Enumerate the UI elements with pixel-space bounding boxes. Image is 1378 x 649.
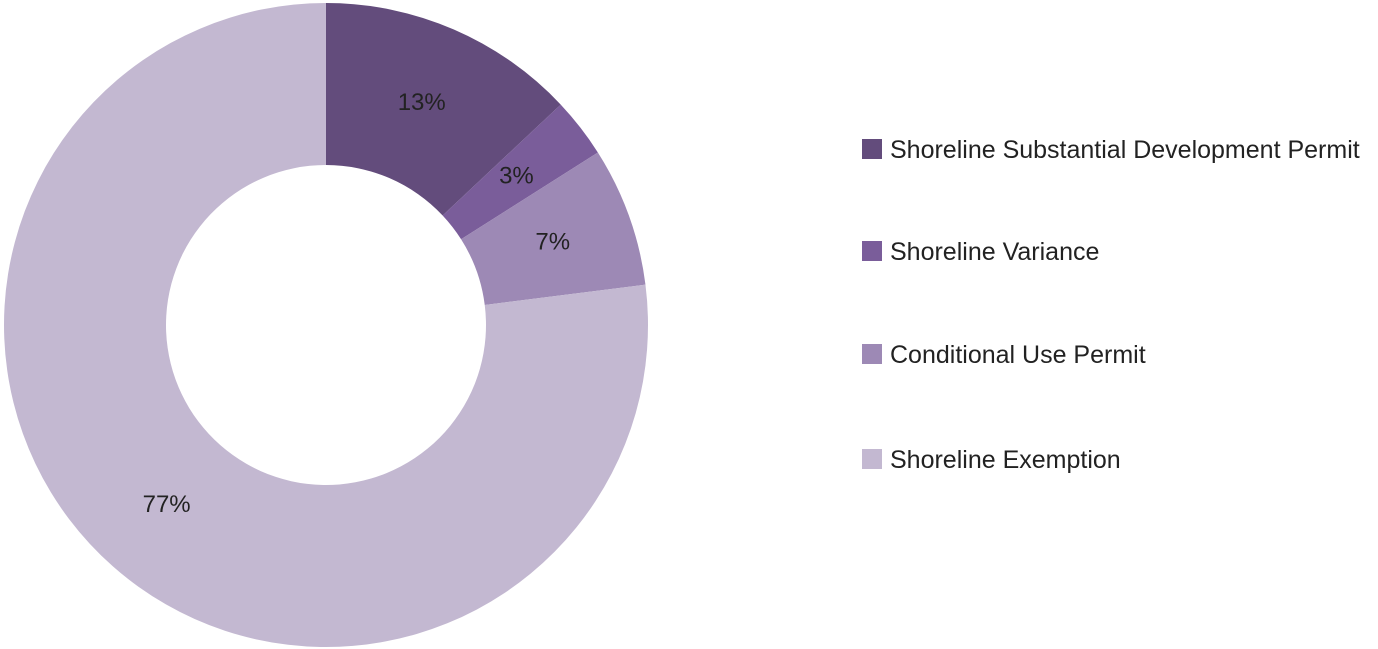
donut-slice [461, 152, 646, 305]
legend-label: Shoreline Variance [890, 238, 1100, 266]
legend-item: Shoreline Substantial Development Permit [862, 133, 1372, 167]
legend-label: Shoreline Exemption [890, 446, 1121, 474]
legend-item: Conditional Use Permit [862, 338, 1372, 372]
data-label: 13% [398, 89, 446, 116]
legend-swatch [862, 344, 882, 364]
legend-item: Shoreline Variance [862, 235, 1372, 269]
legend-label: Shoreline Substantial Development Permit [890, 136, 1360, 164]
legend-item: Shoreline Exemption [862, 443, 1372, 477]
data-label: 3% [499, 163, 534, 190]
legend-label: Conditional Use Permit [890, 341, 1146, 369]
legend-swatch [862, 241, 882, 261]
data-label: 77% [143, 491, 191, 518]
data-label: 7% [535, 229, 570, 256]
legend-swatch [862, 139, 882, 159]
legend-swatch [862, 449, 882, 469]
donut-slice [3, 3, 648, 647]
donut-slice [442, 104, 598, 240]
donut-slice [326, 3, 561, 216]
chart: 13% 3% 7% 77% [3, 3, 648, 647]
